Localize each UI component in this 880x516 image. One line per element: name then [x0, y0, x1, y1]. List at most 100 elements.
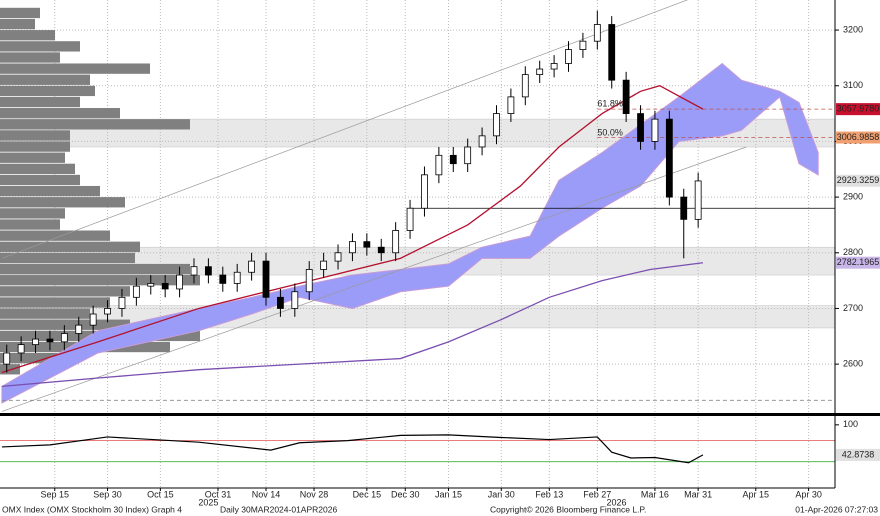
candle-body — [521, 74, 529, 98]
candle-body — [89, 313, 97, 326]
candle-body — [262, 260, 270, 298]
volume-profile-bar — [0, 152, 65, 163]
candle-body — [219, 274, 227, 284]
candle-body — [204, 266, 212, 276]
volume-profile-bar — [0, 197, 125, 208]
x-tick-label: Oct 15 — [147, 489, 174, 499]
y-tick-label: 2800 — [843, 247, 863, 257]
price-label-box — [836, 174, 880, 187]
year-label: 2025 — [198, 497, 218, 507]
panel-divider — [0, 413, 880, 416]
x-tick-label: Mar 16 — [641, 489, 669, 499]
y-tick-label: 2900 — [843, 191, 863, 201]
volume-profile-bar — [0, 319, 130, 330]
volume-profile-bar — [0, 252, 135, 264]
candle-body — [493, 113, 500, 137]
volume-profile-bar — [0, 41, 80, 52]
candle-body — [349, 241, 356, 254]
candle-body — [593, 24, 601, 42]
x-tick-label: Dec 15 — [353, 489, 382, 499]
candle-body — [320, 260, 328, 270]
footer-title: OMX Index (OMX Stockholm 30 Index) Graph… — [2, 504, 182, 514]
volume-profile-bar — [0, 263, 190, 275]
candle-body — [233, 271, 241, 284]
candle-body — [680, 196, 688, 220]
x-tick-label: Sep 30 — [93, 489, 122, 499]
candle-body — [161, 282, 169, 290]
candle-body — [449, 154, 457, 165]
volume-profile-bar — [0, 241, 140, 252]
candle-body — [32, 338, 39, 346]
candle-body — [190, 266, 198, 276]
price-label-box — [836, 256, 880, 269]
candle-body — [334, 252, 342, 262]
candle-body — [363, 241, 371, 248]
fib-label: 61.8% — [597, 98, 623, 108]
x-tick-label: Apr 15 — [743, 489, 770, 499]
y-tick-label: 2700 — [843, 303, 863, 313]
candle-body — [608, 24, 616, 81]
candle-body — [536, 68, 544, 76]
x-tick-label: Feb 13 — [535, 489, 563, 499]
trend-line — [1, 146, 747, 412]
candle-body — [665, 118, 673, 198]
candle-body — [406, 207, 414, 231]
price-label-box — [836, 448, 880, 461]
volume-profile-bar — [0, 219, 60, 230]
candle-body — [291, 291, 299, 309]
candle-body — [464, 146, 472, 165]
footer-period: Daily 30MAR2024-01APR2026 — [220, 504, 337, 514]
volume-profile-bar — [0, 141, 70, 152]
candle-body — [277, 296, 284, 309]
x-tick-label: Sep 15 — [40, 489, 69, 499]
footer-stamp: 01-Apr-2026 07:27:03 — [795, 504, 878, 514]
volume-profile-bar — [0, 108, 120, 119]
candle-body — [75, 324, 83, 334]
x-tick-label: Feb 27 — [583, 489, 611, 499]
y-tick-label: 3100 — [843, 80, 863, 90]
x-tick-label: Jan 30 — [488, 489, 515, 499]
candle-body — [132, 285, 140, 298]
volume-profile-bar — [0, 96, 80, 108]
y-tick-label: 3200 — [843, 24, 863, 34]
candle-body — [248, 260, 256, 273]
y-tick-label: 2600 — [843, 358, 863, 368]
x-tick-label: Apr 30 — [795, 489, 822, 499]
volume-profile-bar — [0, 163, 75, 175]
volume-profile-bar — [0, 286, 130, 297]
volume-profile-bar — [0, 130, 70, 141]
volume-profile-bar — [0, 74, 90, 85]
candle-body — [565, 49, 572, 64]
candle-body — [46, 338, 54, 343]
x-tick-label: Nov 14 — [252, 489, 281, 499]
price-label: 42.8738 — [842, 449, 875, 459]
x-tick-label: Nov 28 — [300, 489, 329, 499]
footer-copyright: Copyright© 2026 Bloomberg Finance L.P. — [490, 504, 646, 514]
candle-body — [637, 113, 644, 142]
volume-profile-bar — [0, 275, 200, 286]
candle-body — [622, 79, 630, 114]
trend-line — [1, 0, 689, 259]
volume-profile-bar — [0, 63, 150, 74]
price-label-box — [836, 103, 880, 116]
volume-profile-bar — [0, 297, 110, 308]
volume-profile-bar — [0, 85, 95, 97]
candle-body — [478, 135, 486, 148]
price-label: 2929.3259 — [837, 175, 880, 185]
volume-profile-bar — [0, 352, 60, 364]
candle-body — [421, 174, 428, 209]
candle-body — [435, 154, 443, 176]
candle-body — [147, 282, 155, 287]
price-label-box — [836, 131, 880, 144]
volume-profile-bar — [0, 30, 55, 41]
volume-profile-bar — [0, 308, 90, 319]
candle-body — [550, 63, 558, 70]
volume-profile-bar — [0, 18, 35, 30]
candle-body — [60, 333, 68, 343]
year-label: 2026 — [607, 497, 627, 507]
y2-tick-label: 100 — [843, 419, 858, 429]
volume-profile-bar — [0, 208, 65, 219]
candle-body — [377, 246, 385, 254]
candle-body — [305, 269, 313, 293]
